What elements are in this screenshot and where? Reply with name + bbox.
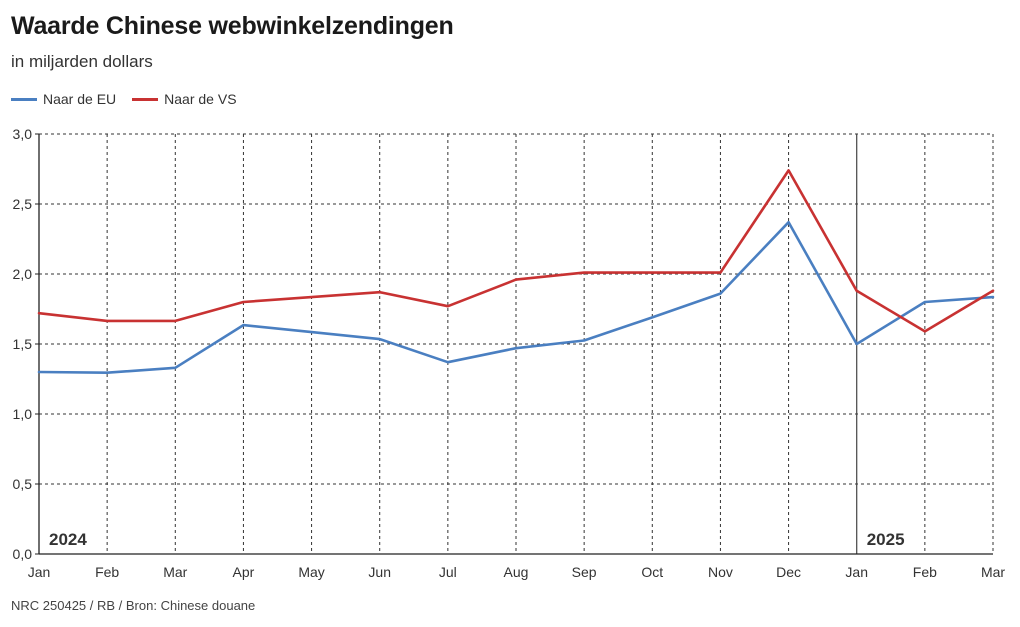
chart-title: Waarde Chinese webwinkelzendingen	[11, 12, 454, 40]
legend-item-vs: Naar de VS	[132, 91, 237, 107]
y-tick-label: 3,0	[13, 126, 33, 142]
source-note: NRC 250425 / RB / Bron: Chinese douane	[11, 598, 256, 613]
x-tick-label: Jan	[845, 564, 868, 580]
series-line-vs	[37, 169, 995, 333]
x-tick-label: Feb	[913, 564, 937, 580]
series-lines	[37, 169, 995, 375]
year-label: 2024	[49, 530, 87, 549]
y-tick-label: 1,0	[13, 406, 33, 422]
axes	[35, 133, 993, 555]
x-tick-label: Nov	[708, 564, 733, 580]
x-tick-label: Jan	[28, 564, 51, 580]
x-tick-label: Apr	[233, 564, 255, 580]
x-tick-label: Jul	[439, 564, 457, 580]
grid	[39, 133, 994, 554]
year-label: 2025	[867, 530, 905, 549]
y-tick-label: 2,0	[13, 266, 33, 282]
x-tick-label: Dec	[776, 564, 801, 580]
legend-label-eu: Naar de EU	[43, 91, 117, 107]
chart-labels: 0,0 0,5 1,0 1,5 2,0 2,5 3,0 Jan Feb Mar Apr May Jun J…	[13, 126, 1006, 580]
x-tick-label: Jun	[368, 564, 391, 580]
y-tick-label: 1,5	[13, 336, 33, 352]
legend-swatch-vs	[132, 97, 159, 101]
x-tick-label: Feb	[95, 564, 119, 580]
x-tick-label: Mar	[981, 564, 1005, 580]
x-tick-label: Mar	[163, 564, 187, 580]
x-tick-label: Sep	[572, 564, 597, 580]
x-tick-label: Oct	[641, 564, 663, 580]
y-tick-label: 2,5	[13, 196, 33, 212]
x-tick-label: Aug	[504, 564, 529, 580]
x-tick-label: May	[298, 564, 324, 580]
y-tick-label: 0,0	[13, 546, 33, 562]
series-line-eu	[37, 220, 995, 375]
legend-item-eu: Naar de EU	[11, 91, 116, 107]
y-tick-label: 0,5	[13, 476, 33, 492]
legend: Naar de EU Naar de VS	[11, 91, 253, 107]
legend-swatch-eu	[11, 97, 37, 101]
legend-label-vs: Naar de VS	[164, 91, 237, 107]
chart-subtitle: in miljarden dollars	[11, 52, 153, 71]
